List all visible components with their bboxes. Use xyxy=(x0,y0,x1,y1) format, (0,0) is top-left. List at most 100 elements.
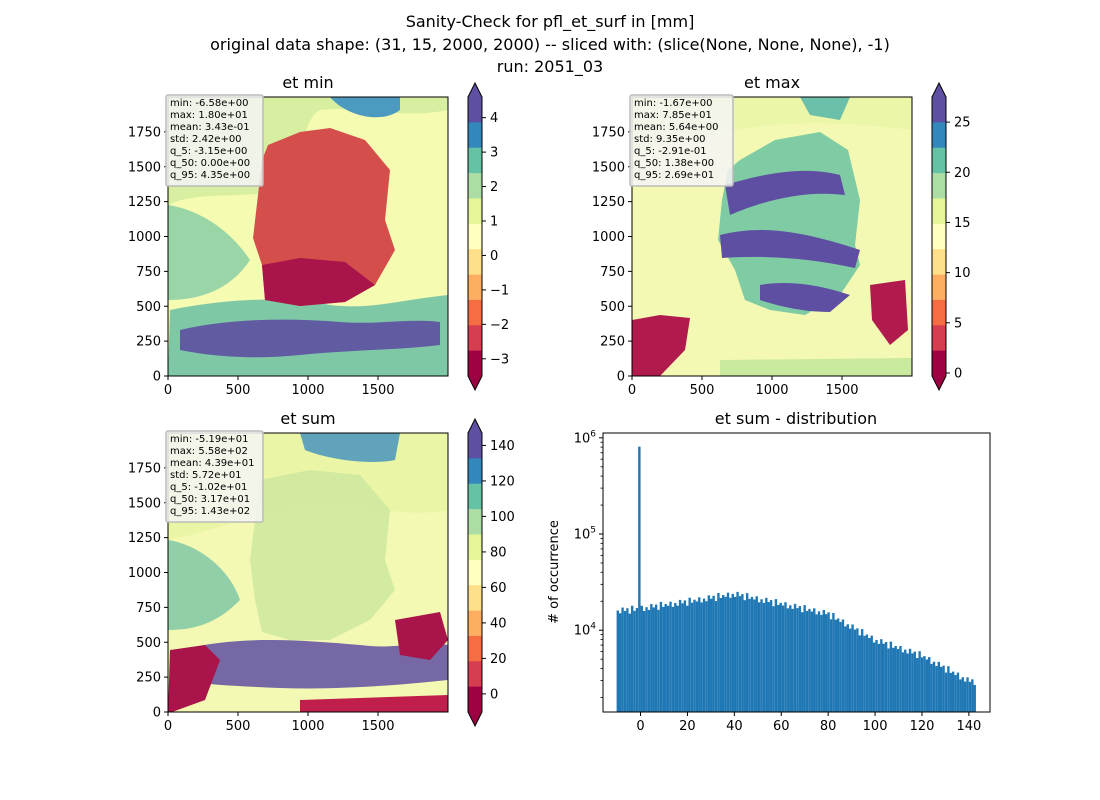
colorbar-tick-label: 20 xyxy=(954,166,971,181)
colorbar-tick-label: −3 xyxy=(490,352,509,367)
figure-title-line-3: run: 2051_03 xyxy=(496,57,604,76)
y-tick-label: 1750 xyxy=(592,125,625,140)
histogram-bar xyxy=(901,652,905,712)
histogram-bar xyxy=(894,646,897,712)
colorbar-tick-label: −1 xyxy=(490,283,509,298)
colorbar-segment xyxy=(468,249,482,276)
figure-title-line-2: original data shape: (31, 15, 2000, 2000… xyxy=(210,35,890,54)
y-tick-label: 1250 xyxy=(128,195,161,210)
histogram-bar xyxy=(825,614,828,712)
colorbar-extend-min xyxy=(932,376,946,390)
histogram-bar xyxy=(654,604,658,712)
y-tick-label: 1250 xyxy=(128,531,161,546)
stat-line: mean: 3.43e-01 xyxy=(170,122,250,133)
y-axis-label: # of occurrence xyxy=(547,520,562,624)
x-tick-label: 1500 xyxy=(825,383,858,398)
colorbar-extend-min xyxy=(468,376,482,390)
y-tick-label: 1750 xyxy=(128,461,161,476)
y-tick-label: 1500 xyxy=(128,160,161,175)
histogram-bar xyxy=(647,609,651,712)
y-tick-label: 1500 xyxy=(592,160,625,175)
histogram-bar xyxy=(683,600,687,712)
x-tick-label: 0 xyxy=(164,383,172,398)
histogram-bar xyxy=(774,599,778,712)
colorbar-segment xyxy=(468,147,482,174)
histogram-bar xyxy=(736,591,739,712)
histogram-bar xyxy=(623,611,627,712)
histogram-bar xyxy=(686,605,689,712)
histogram-bar xyxy=(848,628,852,712)
panel-et-min: et min 0 500 1000 1500 0 250 500 750 1000 1250 150… xyxy=(128,73,509,398)
histogram-bar xyxy=(856,628,859,712)
axes-ticks: 0 20 40 60 80 100 120 140 104 105 106 xyxy=(574,429,982,734)
histogram-bar xyxy=(889,641,893,712)
y-tick-label: 1000 xyxy=(592,230,625,245)
y-tick-label: 0 xyxy=(153,370,161,385)
colorbar-extend-max xyxy=(932,83,946,97)
stat-line: q_50: 1.38e+00 xyxy=(634,158,714,169)
histogram-bar xyxy=(753,599,756,712)
histogram-bar xyxy=(930,663,933,712)
y-tick-label: 500 xyxy=(600,300,625,315)
histogram-bar xyxy=(832,612,835,712)
x-tick-label: 100 xyxy=(863,719,888,734)
colorbar-tick-label: 15 xyxy=(954,216,971,231)
histogram-bar xyxy=(836,618,840,712)
histogram-bar xyxy=(937,661,940,712)
panel-title: et sum xyxy=(280,409,335,428)
x-tick-label: 0 xyxy=(636,719,644,734)
colorbar-segment xyxy=(932,223,946,250)
y-tick-label: 1500 xyxy=(128,496,161,511)
histogram-bar xyxy=(805,610,809,712)
histogram-bar xyxy=(860,629,864,712)
colorbar-segment xyxy=(468,173,482,200)
stat-line: q_5: -1.02e+01 xyxy=(170,482,247,493)
histogram-bar xyxy=(779,602,782,712)
x-tick-label: 20 xyxy=(679,719,696,734)
colorbar-segment xyxy=(932,274,946,301)
histogram-bar xyxy=(640,605,643,712)
histogram-bar xyxy=(961,677,964,712)
colorbar-segment xyxy=(932,249,946,276)
y-tick-label: 1000 xyxy=(128,566,161,581)
histogram-bar xyxy=(880,639,883,712)
colorbar-tick-label: 5 xyxy=(954,316,962,331)
colorbar-segment xyxy=(468,122,482,149)
panel-et-max: et max 0 500 1000 1500025050075010001250150… xyxy=(592,73,971,398)
histogram-bar xyxy=(949,672,952,712)
histogram-bar xyxy=(851,624,854,712)
colorbar-segment xyxy=(468,686,482,713)
stat-line: q_50: 0.00e+00 xyxy=(170,158,250,169)
histogram-bar xyxy=(642,611,646,712)
histogram-bar xyxy=(928,657,931,712)
histogram-bar xyxy=(719,597,723,712)
histogram-bar xyxy=(678,599,682,712)
colorbar-tick-label: 2 xyxy=(490,180,498,195)
colorbar-outline xyxy=(931,81,947,392)
histogram-bar xyxy=(633,610,636,712)
y-tick-label: 500 xyxy=(136,300,161,315)
colorbar: −3 −2 −1 0 1 2 3 4 xyxy=(467,81,509,392)
stats-box: min: -6.58e+00 max: 1.80e+01 mean: 3.43e… xyxy=(165,94,264,187)
colorbar: 0 5 10 15 20 25 xyxy=(931,81,971,392)
histogram-bar xyxy=(638,446,641,712)
histogram-bar xyxy=(698,597,701,712)
histogram-bar xyxy=(916,658,919,712)
histogram-bar xyxy=(865,634,869,712)
histogram-bar xyxy=(817,611,821,712)
histogram-bar xyxy=(954,675,957,712)
stat-line: q_5: -3.15e+00 xyxy=(170,146,247,157)
colorbar-segment xyxy=(468,433,482,459)
stat-line: std: 2.42e+00 xyxy=(170,134,242,145)
histogram-bar xyxy=(868,638,871,712)
colorbar-segment xyxy=(468,325,482,352)
histogram-bar xyxy=(911,653,914,712)
y-tick-label: 750 xyxy=(136,601,161,616)
y-tick-label: 104 xyxy=(574,622,597,639)
colorbar-tick-label: 40 xyxy=(490,616,507,631)
y-tick-label: 105 xyxy=(574,526,596,543)
histogram-bar xyxy=(767,602,770,712)
histogram-bar xyxy=(956,672,960,712)
stat-line: max: 7.85e+01 xyxy=(634,110,712,121)
histogram-bar xyxy=(645,607,648,712)
